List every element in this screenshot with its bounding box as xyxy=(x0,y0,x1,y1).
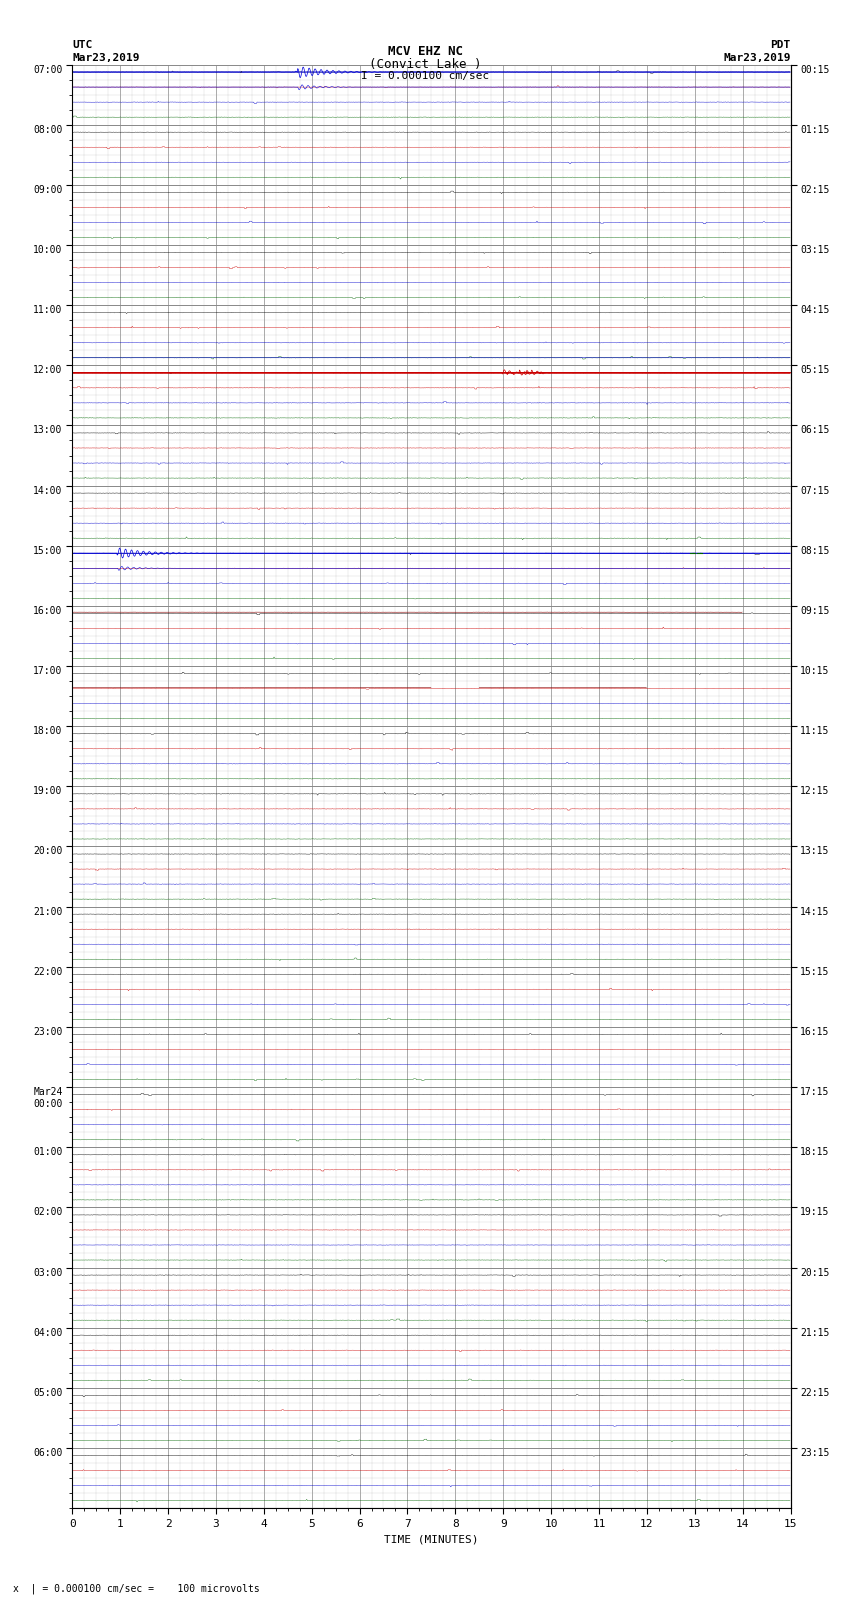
Text: x  | = 0.000100 cm/sec =    100 microvolts: x | = 0.000100 cm/sec = 100 microvolts xyxy=(13,1582,259,1594)
Text: UTC: UTC xyxy=(72,40,93,50)
Text: Mar23,2019: Mar23,2019 xyxy=(723,53,791,63)
Text: PDT: PDT xyxy=(770,40,790,50)
Text: Mar23,2019: Mar23,2019 xyxy=(72,53,139,63)
X-axis label: TIME (MINUTES): TIME (MINUTES) xyxy=(384,1534,479,1544)
Text: MCV EHZ NC: MCV EHZ NC xyxy=(388,45,462,58)
Text: I = 0.000100 cm/sec: I = 0.000100 cm/sec xyxy=(361,71,489,81)
Text: (Convict Lake ): (Convict Lake ) xyxy=(369,58,481,71)
